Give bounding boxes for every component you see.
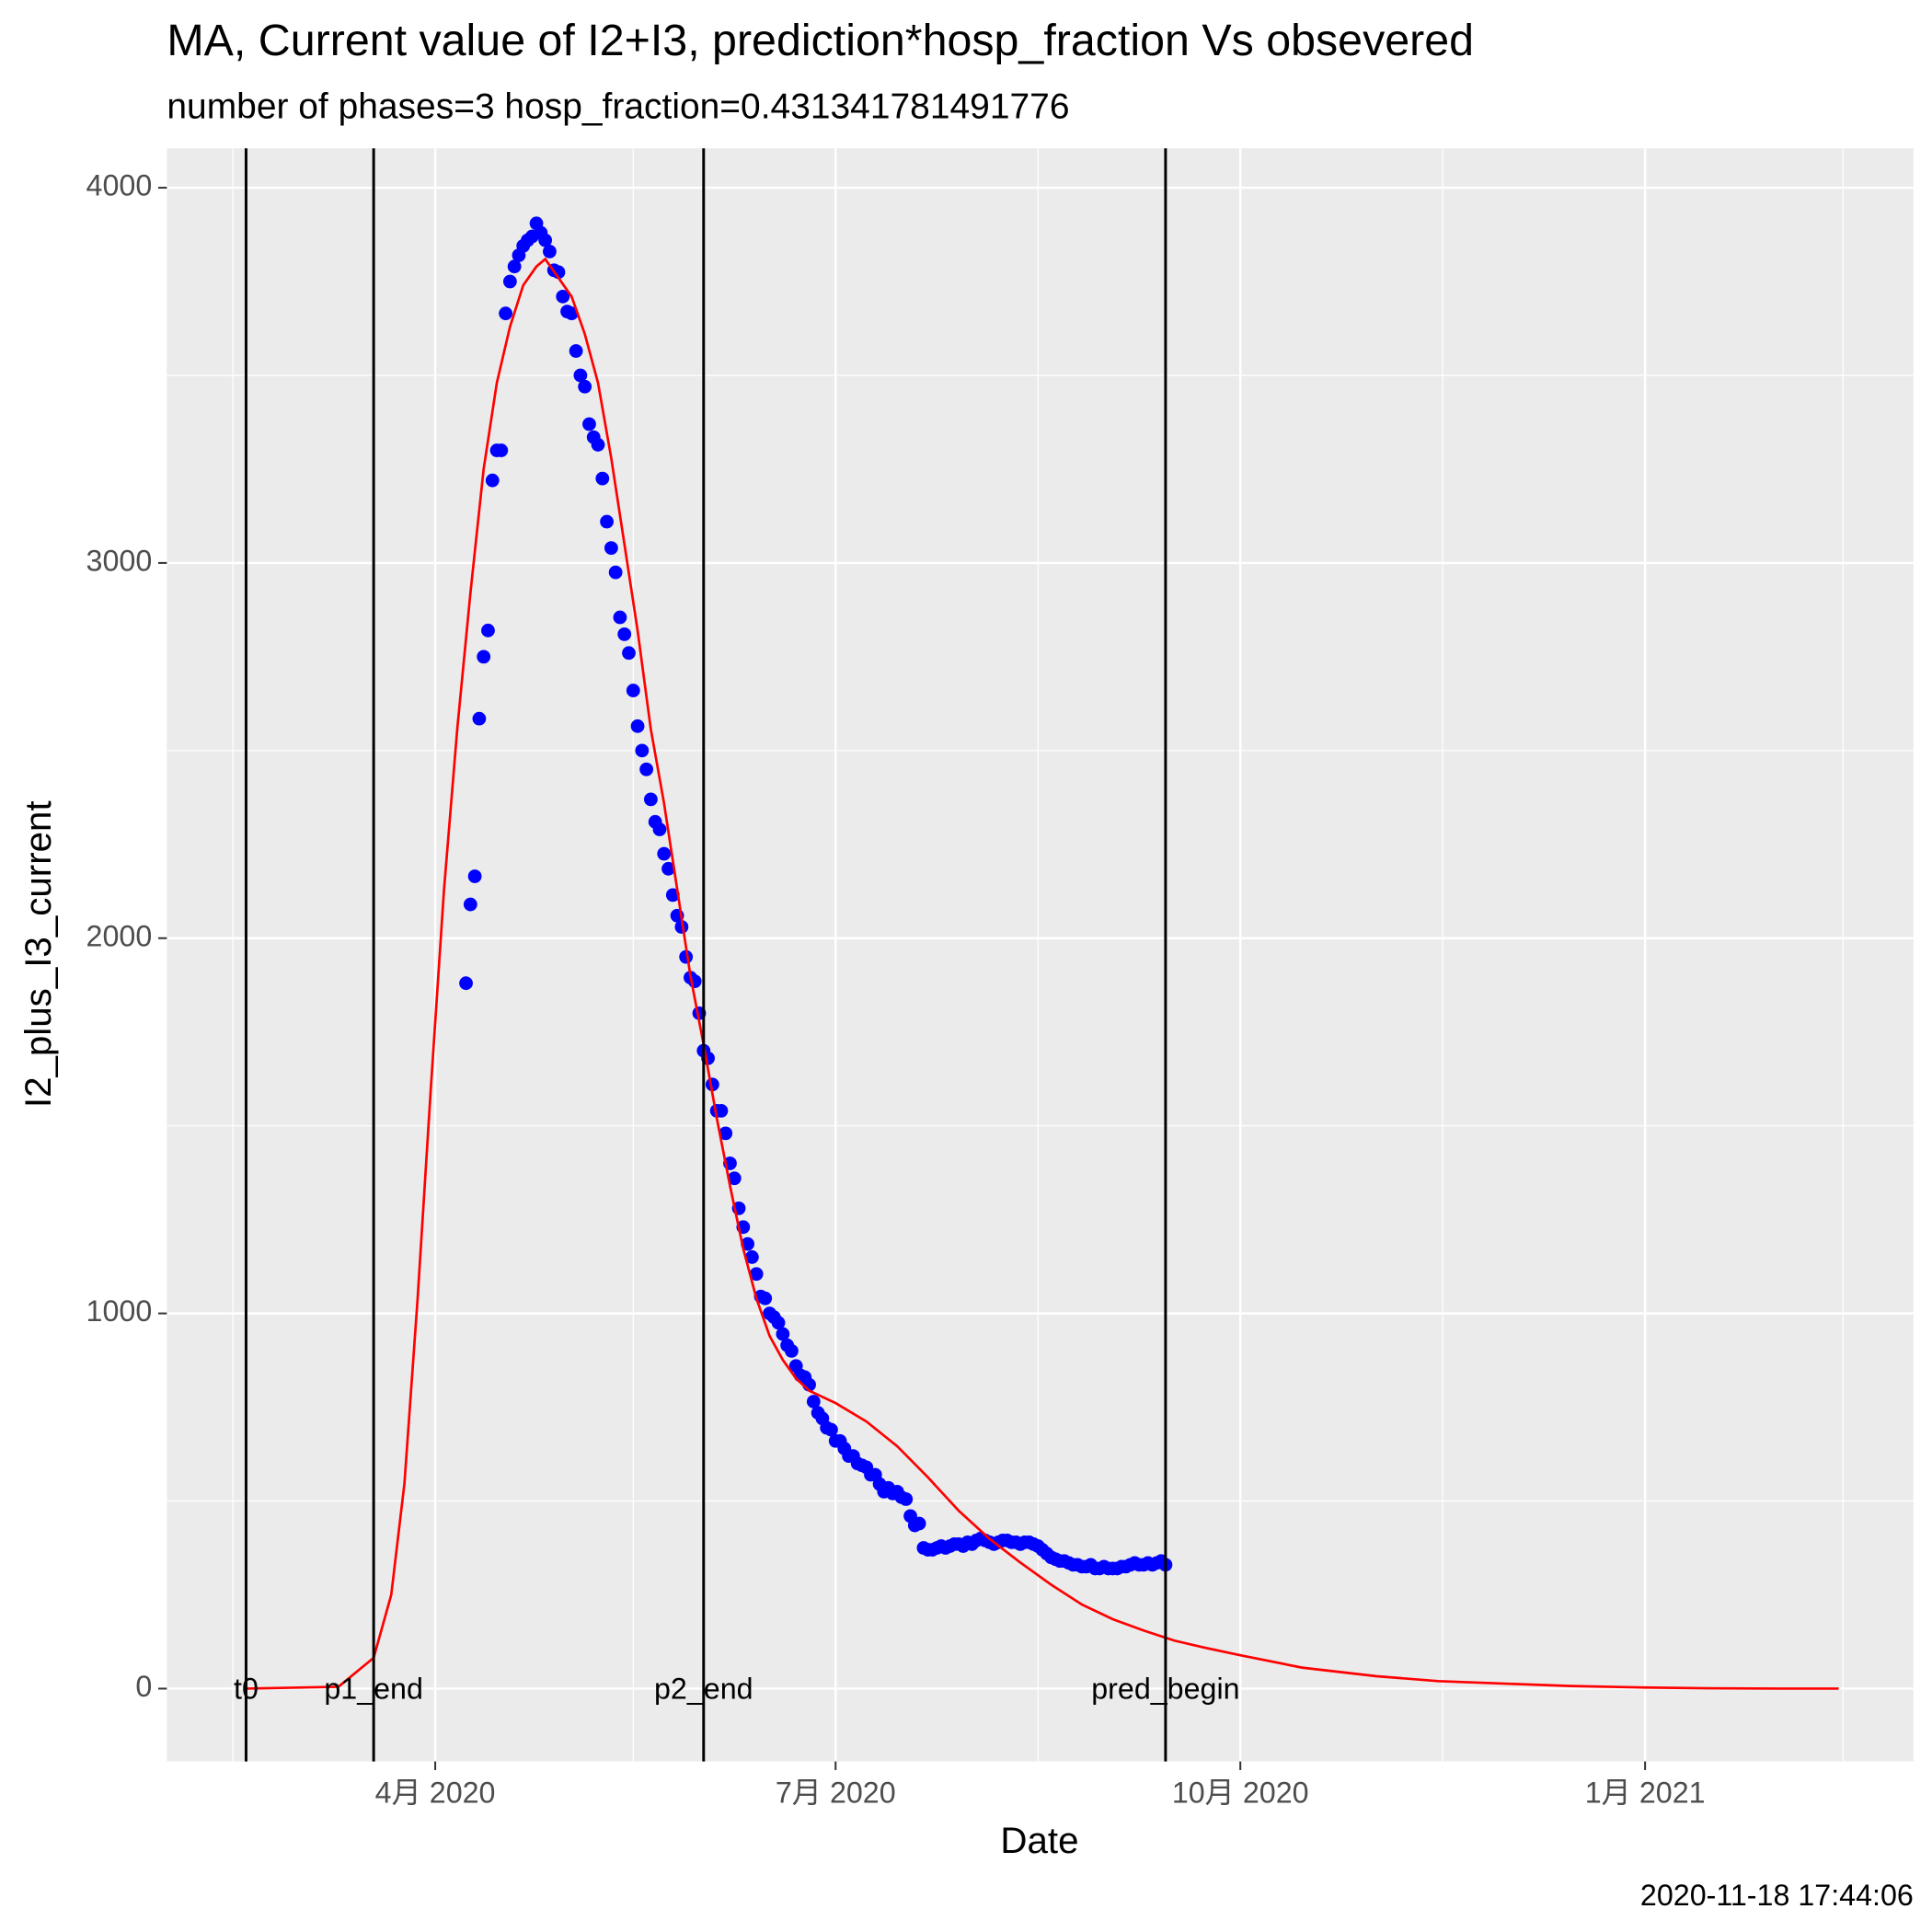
observed-point	[657, 846, 672, 861]
chart-title: MA, Current value of I2+I3, prediction*h…	[167, 16, 1474, 65]
prediction-line	[246, 257, 1839, 1690]
phase-label: p1_end	[324, 1673, 423, 1706]
observed-point	[644, 792, 658, 807]
observed-point	[758, 1291, 773, 1305]
x-axis-title: Date	[1000, 1820, 1078, 1861]
observed-point	[595, 471, 610, 486]
y-axis-title: I2_plus_I3_current	[17, 800, 59, 1108]
y-tick-label: 4000	[86, 169, 153, 202]
observed-point	[569, 344, 583, 358]
observed-point	[600, 514, 614, 529]
y-tick-label: 3000	[86, 544, 153, 577]
observed-point	[494, 443, 509, 457]
observed-point	[714, 1103, 729, 1118]
chart-subtitle: number of phases=3 hosp_fraction=0.43134…	[167, 87, 1069, 127]
observed-point	[719, 1126, 733, 1141]
observed-point	[477, 650, 491, 664]
observed-point	[543, 244, 557, 259]
x-tick-label: 4月 2020	[375, 1776, 496, 1809]
phase-label: pred_begin	[1091, 1673, 1239, 1706]
observed-point	[652, 822, 667, 836]
observed-point	[806, 1395, 821, 1409]
observed-point	[463, 897, 477, 912]
y-tick-label: 0	[135, 1670, 152, 1703]
observed-point	[745, 1250, 759, 1264]
observed-point	[635, 743, 650, 758]
observed-point	[613, 610, 627, 625]
caption: 2020-11-18 17:44:06	[1640, 1879, 1914, 1912]
observed-point	[573, 368, 588, 383]
phase-label: t0	[234, 1673, 259, 1706]
observed-point	[564, 306, 579, 321]
observed-point	[617, 627, 632, 641]
observed-point	[630, 719, 645, 733]
observed-point	[485, 473, 500, 488]
panel	[167, 148, 1914, 1762]
observed-point	[467, 869, 482, 883]
observed-point	[665, 888, 680, 903]
phase-label: p2_end	[654, 1673, 753, 1706]
y-tick-label: 2000	[86, 919, 153, 952]
observed-point	[785, 1344, 799, 1358]
observed-point	[679, 949, 694, 964]
observed-point	[582, 417, 596, 431]
observed-point	[507, 259, 522, 274]
x-tick-label: 7月 2020	[776, 1776, 896, 1809]
observed-point	[776, 1327, 790, 1341]
observed-point	[674, 920, 689, 934]
observed-point	[824, 1422, 838, 1437]
observed-point	[626, 684, 640, 697]
observed-point	[639, 762, 654, 776]
x-tick-label: 10月 2020	[1172, 1776, 1309, 1809]
observed-point	[749, 1267, 764, 1282]
observed-point	[727, 1171, 742, 1186]
observed-point	[899, 1492, 914, 1506]
observed-point	[551, 265, 566, 280]
observed-point	[481, 623, 495, 638]
observed-point	[912, 1516, 926, 1531]
observed-point	[556, 289, 570, 304]
observed-point	[459, 976, 473, 991]
observed-point	[771, 1316, 786, 1330]
observed-point	[622, 646, 636, 661]
observed-point	[661, 861, 675, 876]
observed-point	[578, 379, 592, 394]
observed-point	[499, 306, 512, 321]
observed-point	[604, 541, 618, 555]
observed-point	[502, 274, 517, 289]
observed-point	[472, 711, 487, 726]
observed-point	[591, 438, 605, 452]
y-tick-label: 1000	[86, 1294, 153, 1328]
observed-point	[538, 233, 553, 247]
x-tick-label: 1月 2021	[1585, 1776, 1706, 1809]
observed-point	[608, 565, 623, 580]
